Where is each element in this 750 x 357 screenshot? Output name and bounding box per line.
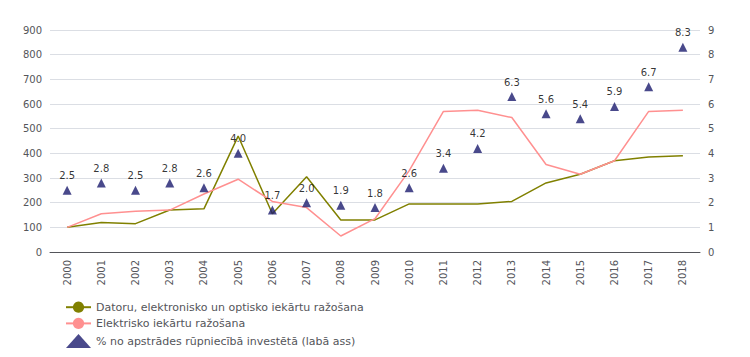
svg-text:600: 600	[23, 99, 42, 110]
svg-text:8.3: 8.3	[675, 27, 691, 38]
svg-text:100: 100	[23, 222, 42, 233]
svg-text:6.3: 6.3	[504, 77, 520, 88]
svg-text:300: 300	[23, 173, 42, 184]
svg-text:6: 6	[708, 99, 714, 110]
svg-text:2009: 2009	[370, 260, 381, 285]
svg-text:2: 2	[708, 197, 714, 208]
svg-text:9: 9	[708, 25, 714, 36]
svg-text:2015: 2015	[575, 260, 586, 285]
svg-text:2017: 2017	[643, 260, 654, 285]
svg-text:5.4: 5.4	[572, 99, 588, 110]
svg-text:2.6: 2.6	[196, 168, 212, 179]
svg-text:2016: 2016	[609, 260, 620, 285]
svg-text:1.9: 1.9	[333, 185, 349, 196]
svg-text:4: 4	[708, 148, 714, 159]
svg-text:4.2: 4.2	[470, 128, 486, 139]
svg-text:2.8: 2.8	[93, 163, 109, 174]
svg-text:4.0: 4.0	[230, 133, 246, 144]
svg-text:1.7: 1.7	[264, 190, 280, 201]
svg-text:2007: 2007	[301, 260, 312, 285]
svg-text:6.7: 6.7	[641, 67, 657, 78]
svg-text:2003: 2003	[164, 260, 175, 285]
svg-text:3.4: 3.4	[435, 148, 451, 159]
svg-text:2.6: 2.6	[401, 168, 417, 179]
svg-text:2.0: 2.0	[299, 183, 315, 194]
svg-text:700: 700	[23, 74, 42, 85]
svg-text:500: 500	[23, 123, 42, 134]
svg-text:2006: 2006	[267, 260, 278, 285]
svg-text:900: 900	[23, 25, 42, 36]
svg-text:2008: 2008	[335, 260, 346, 285]
svg-text:5: 5	[708, 123, 714, 134]
svg-text:% no apstrādes rūpniecībā inve: % no apstrādes rūpniecībā investētā (lab…	[96, 335, 355, 348]
svg-text:3: 3	[708, 173, 714, 184]
svg-text:2010: 2010	[404, 260, 415, 285]
svg-text:0: 0	[708, 247, 714, 258]
svg-text:800: 800	[23, 49, 42, 60]
svg-text:2.5: 2.5	[128, 170, 144, 181]
svg-text:2005: 2005	[233, 260, 244, 285]
svg-text:2004: 2004	[198, 260, 209, 285]
svg-text:1.8: 1.8	[367, 188, 383, 199]
svg-text:400: 400	[23, 148, 42, 159]
svg-text:2012: 2012	[472, 260, 483, 285]
svg-text:1: 1	[708, 222, 714, 233]
svg-text:2018: 2018	[677, 260, 688, 285]
svg-text:5.6: 5.6	[538, 94, 554, 105]
svg-text:Datoru, elektronisko un optisk: Datoru, elektronisko un optisko iekārtu …	[96, 301, 364, 314]
svg-text:2.5: 2.5	[59, 170, 75, 181]
svg-text:0: 0	[36, 247, 42, 258]
svg-text:2001: 2001	[96, 260, 107, 285]
svg-text:2013: 2013	[506, 260, 517, 285]
svg-text:7: 7	[708, 74, 714, 85]
svg-text:5.9: 5.9	[607, 86, 623, 97]
svg-text:200: 200	[23, 197, 42, 208]
svg-text:2000: 2000	[62, 260, 73, 285]
svg-text:2014: 2014	[541, 260, 552, 285]
svg-text:2011: 2011	[438, 260, 449, 285]
svg-text:8: 8	[708, 49, 714, 60]
svg-text:2.8: 2.8	[162, 163, 178, 174]
svg-text:2002: 2002	[130, 260, 141, 285]
svg-text:Elektrisko iekārtu ražošana: Elektrisko iekārtu ražošana	[96, 317, 245, 330]
